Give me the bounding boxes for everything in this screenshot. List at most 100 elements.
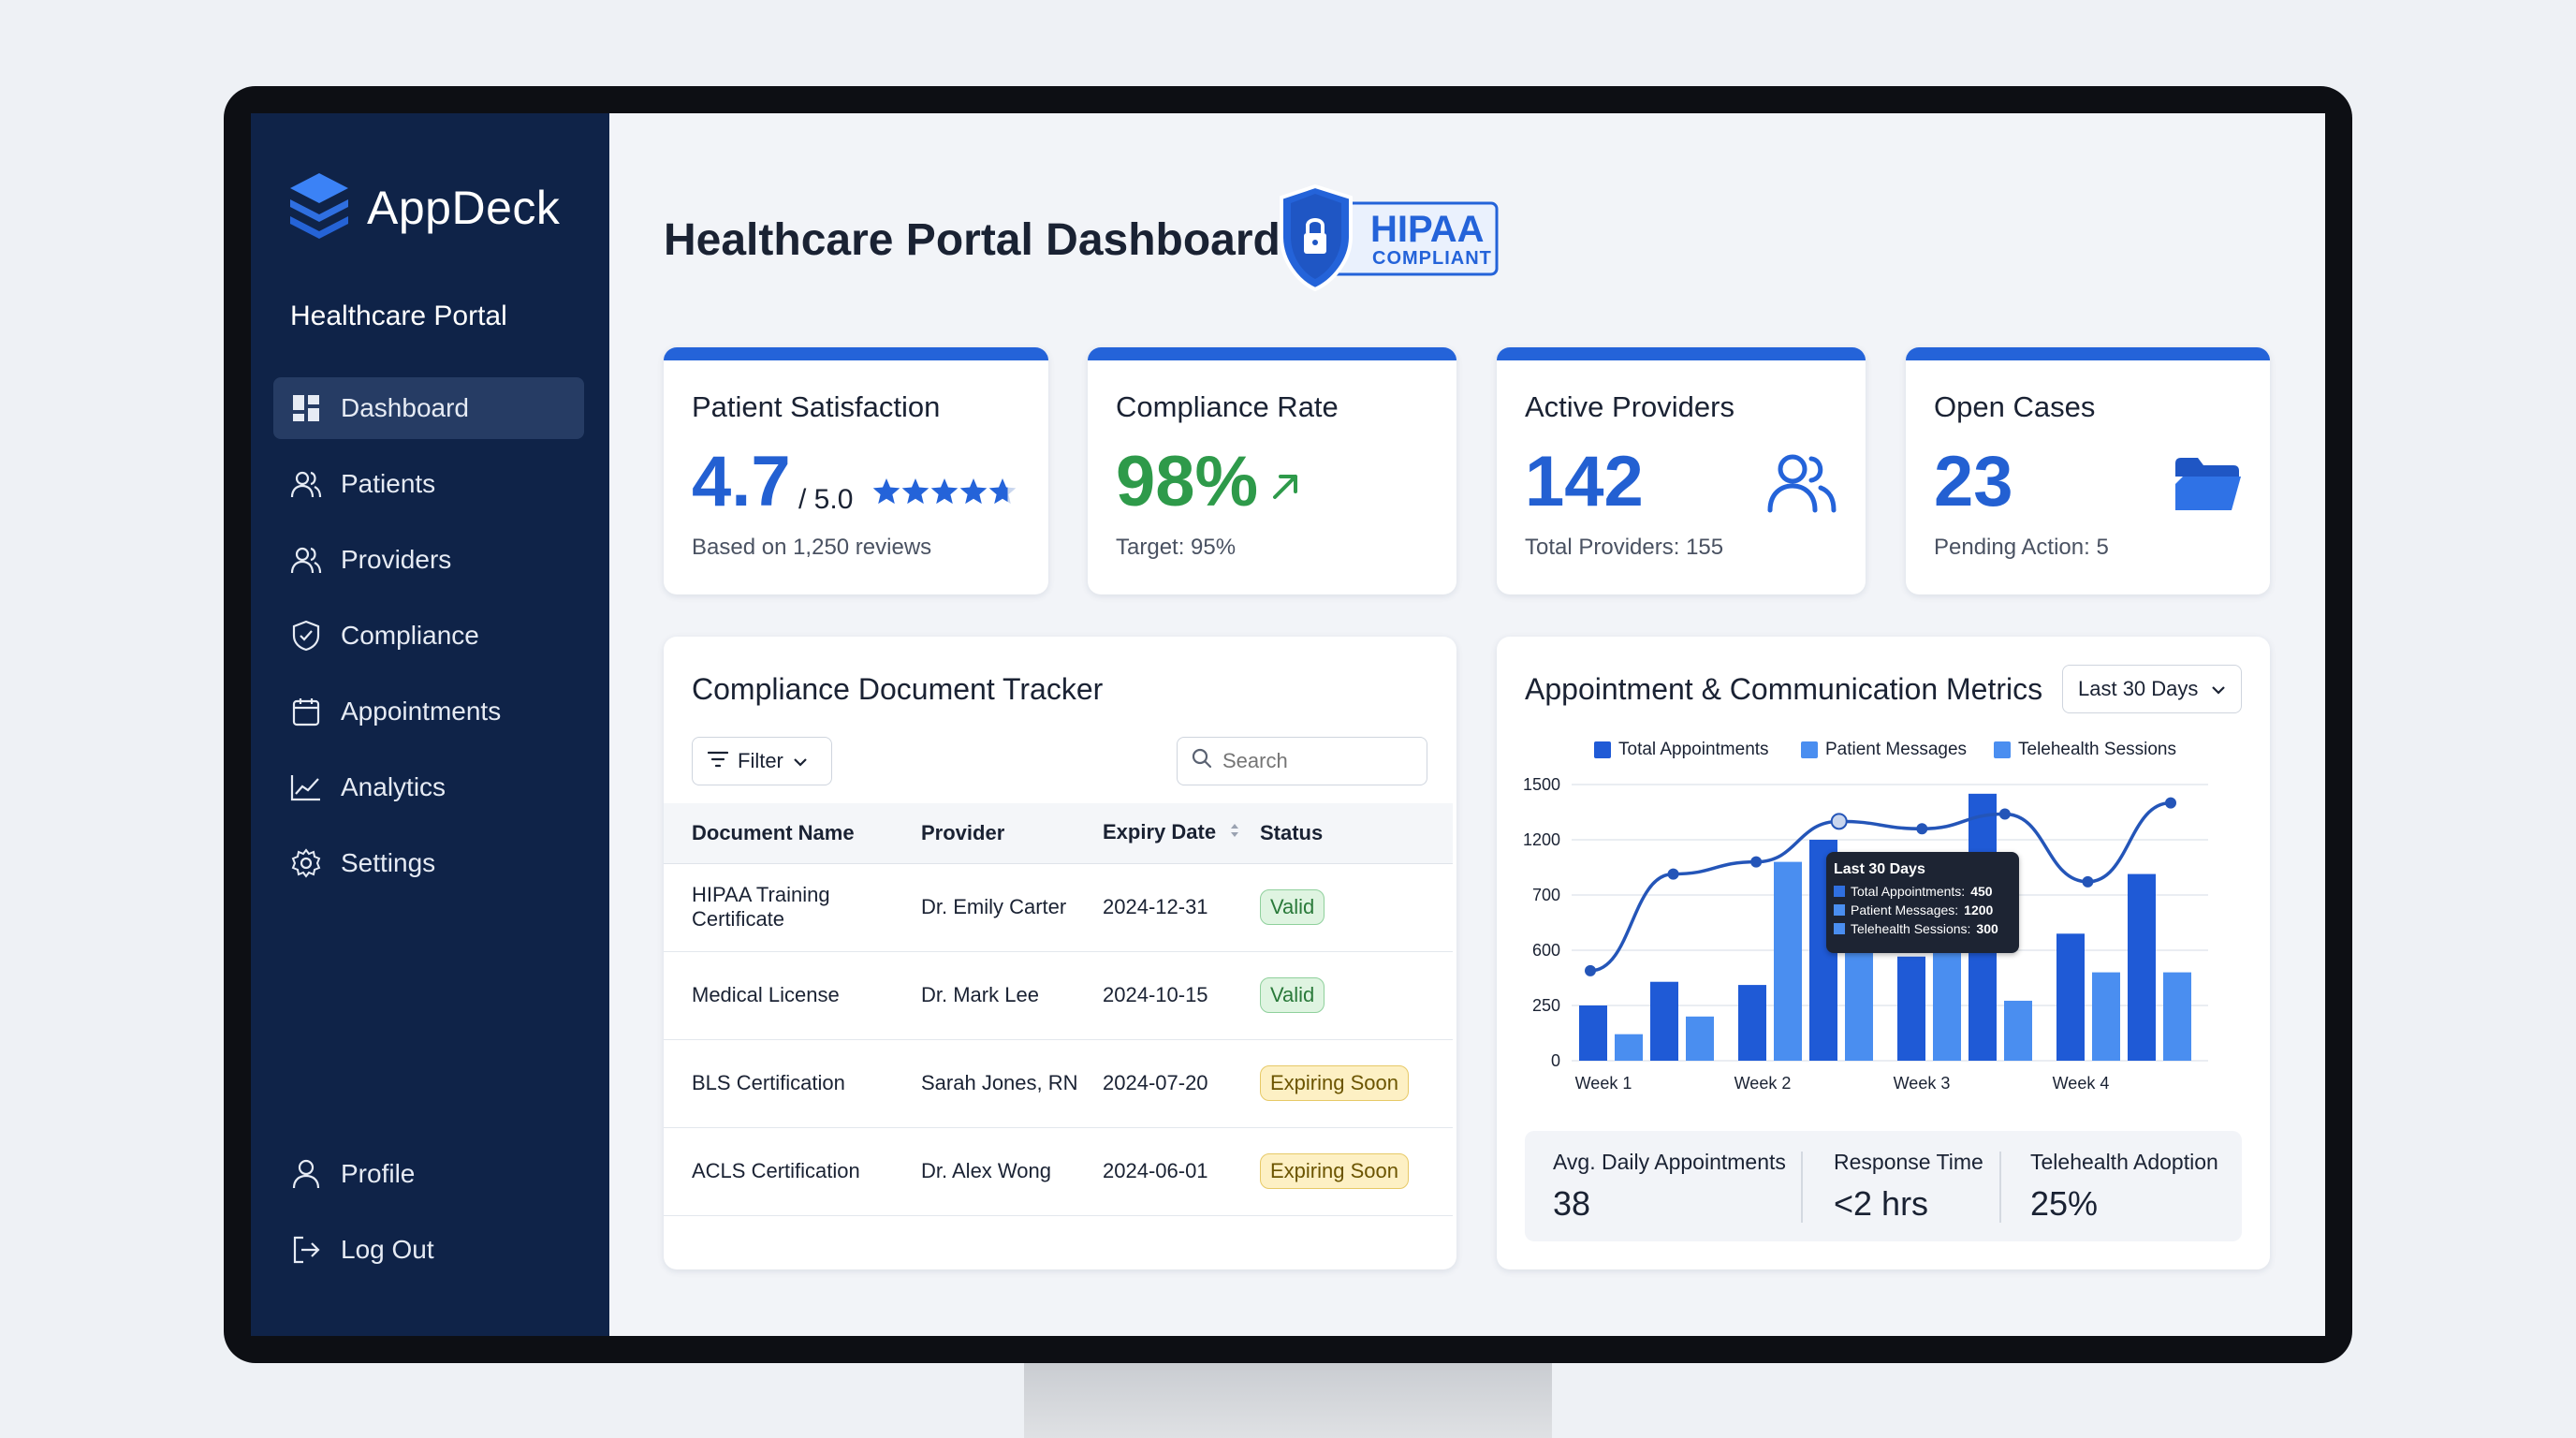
chart-bar: [1774, 861, 1802, 1061]
kpi-title: Compliance Rate: [1116, 390, 1339, 423]
sort-icon: [1229, 821, 1240, 845]
hipaa-badge: HIPAA COMPLIANT: [1272, 183, 1506, 301]
brand[interactable]: AppDeck: [288, 171, 560, 243]
date-range-dropdown[interactable]: Last 30 Days: [2062, 665, 2242, 713]
column-header-provider[interactable]: Provider: [921, 803, 1103, 864]
divider: [1801, 1152, 1803, 1223]
sidebar-item-label: Compliance: [341, 621, 479, 650]
sidebar-item-analytics[interactable]: Analytics: [273, 756, 584, 818]
tooltip-value: 450: [1970, 884, 1993, 899]
column-header-status[interactable]: Status: [1260, 803, 1453, 864]
status-cell: Expiring Soon: [1260, 1039, 1453, 1128]
x-tick-label: Week 4: [2053, 1074, 2110, 1093]
kpi-active-providers[interactable]: Active Providers 142 Total Providers: 15…: [1497, 347, 1866, 594]
kpi-patient-satisfaction[interactable]: Patient Satisfaction 4.7 / 5.0 Based on …: [664, 347, 1048, 594]
x-tick-label: Week 2: [1734, 1074, 1792, 1093]
chart-bar: [1686, 1016, 1714, 1061]
kpi-compliance-rate[interactable]: Compliance Rate 98% Target: 95%: [1088, 347, 1456, 594]
logo-icon: [288, 171, 350, 243]
tooltip-swatch: [1834, 923, 1845, 934]
filter-button[interactable]: Filter: [692, 737, 832, 785]
kpi-subtext: Based on 1,250 reviews: [692, 535, 932, 560]
sidebar-item-profile[interactable]: Profile: [273, 1143, 584, 1205]
sidebar-item-label: Settings: [341, 848, 436, 877]
user-icon: [290, 1158, 322, 1190]
sidebar-item-label: Dashboard: [341, 393, 469, 422]
sidebar-item-settings[interactable]: Settings: [273, 832, 584, 894]
sidebar-item-log-out[interactable]: Log Out: [273, 1219, 584, 1281]
table-row[interactable]: BLS Certification Sarah Jones, RN 2024-07-…: [664, 1039, 1453, 1128]
search-box[interactable]: [1177, 737, 1427, 785]
stat-telehealth-adoption: Telehealth Adoption 25%: [2030, 1150, 2218, 1224]
chart-line-icon: [290, 771, 322, 803]
sidebar-item-label: Providers: [341, 545, 452, 574]
stat-value: 25%: [2030, 1184, 2099, 1223]
table-row[interactable]: ACLS Certification Dr. Alex Wong 2024-06-0…: [664, 1127, 1453, 1216]
stat-label: Telehealth Adoption: [2030, 1150, 2218, 1174]
folder-icon: [2174, 456, 2243, 517]
star-icon: [988, 478, 1017, 505]
filter-icon: [707, 749, 729, 773]
logout-icon: [290, 1234, 322, 1266]
tooltip-row: Patient Messages: 1200: [1834, 902, 2012, 917]
tooltip-value: 300: [1976, 921, 1998, 936]
status-badge: Valid: [1260, 889, 1325, 925]
sidebar-item-patients[interactable]: Patients: [273, 453, 584, 515]
sidebar-item-appointments[interactable]: Appointments: [273, 681, 584, 742]
search-input[interactable]: [1222, 749, 1410, 773]
hipaa-line2: COMPLIANT: [1372, 248, 1492, 269]
legend-swatch: [1594, 741, 1611, 758]
trend-point: [1667, 868, 1679, 880]
table-row[interactable]: Medical License Dr. Mark Lee 2024-10-15 Val…: [664, 951, 1453, 1040]
star-icon: [901, 478, 929, 505]
column-header-expiry[interactable]: Expiry Date: [1103, 803, 1260, 864]
sidebar-nav: Dashboard Patients Providers Compliance Appo…: [273, 377, 584, 908]
kpi-subtext: Pending Action: 5: [1934, 535, 2109, 560]
star-icon: [872, 478, 900, 505]
users-icon: [1764, 450, 1839, 521]
provider-cell: Dr. Mark Lee: [921, 951, 1103, 1040]
legend-swatch: [1801, 741, 1818, 758]
app-window: AppDeck Healthcare Portal Dashboard Patie…: [251, 113, 2325, 1336]
trend-point: [2165, 797, 2176, 809]
kpi-value: 142: [1525, 442, 1644, 521]
trend-point: [1585, 964, 1596, 976]
gear-icon: [290, 847, 322, 879]
star-icon: [959, 478, 988, 505]
sidebar-nav-bottom: Profile Log Out: [273, 1143, 584, 1295]
tooltip-swatch: [1834, 904, 1845, 916]
kpi-open-cases[interactable]: Open Cases 23 Pending Action: 5: [1906, 347, 2270, 594]
x-tick-label: Week 3: [1894, 1074, 1951, 1093]
card-accent-bar: [1497, 347, 1866, 360]
x-tick-label: Week 1: [1575, 1074, 1632, 1093]
calendar-icon: [290, 696, 322, 727]
star-rating: [871, 477, 1021, 513]
kpi-scale: / 5.0: [798, 484, 854, 515]
dashboard-icon: [290, 392, 322, 424]
hipaa-line1: HIPAA: [1370, 209, 1485, 250]
trend-point: [2082, 875, 2094, 888]
provider-cell: Sarah Jones, RN: [921, 1039, 1103, 1128]
legend-item: Telehealth Sessions: [1994, 740, 2176, 760]
kpi-title: Open Cases: [1934, 390, 2096, 423]
chart-bar: [2128, 873, 2156, 1061]
table-row[interactable]: HIPAA Training Certificate Dr. Emily Cart…: [664, 863, 1453, 952]
star-icon: [930, 478, 959, 505]
chart-bar: [2163, 972, 2191, 1061]
sidebar-item-dashboard[interactable]: Dashboard: [273, 377, 584, 439]
kpi-title: Active Providers: [1525, 390, 1734, 423]
y-tick-label: 700: [1532, 886, 1560, 904]
sidebar: AppDeck Healthcare Portal Dashboard Patie…: [251, 113, 609, 1336]
stat-value: 38: [1553, 1184, 1591, 1223]
stat-response-time: Response Time <2 hrs: [1834, 1150, 1983, 1224]
legend-label: Total Appointments: [1618, 740, 1769, 759]
sidebar-item-providers[interactable]: Providers: [273, 529, 584, 591]
sidebar-item-compliance[interactable]: Compliance: [273, 605, 584, 667]
expiry-date-cell: 2024-12-31: [1103, 863, 1260, 952]
metrics-title: Appointment & Communication Metrics: [1525, 672, 2043, 706]
column-header-document[interactable]: Document Name: [664, 803, 921, 864]
main-content: Healthcare Portal Dashboard HIPAA COMPLI…: [609, 113, 2325, 1336]
trend-point: [1916, 823, 1928, 835]
card-accent-bar: [664, 347, 1048, 360]
users-icon: [290, 468, 322, 500]
